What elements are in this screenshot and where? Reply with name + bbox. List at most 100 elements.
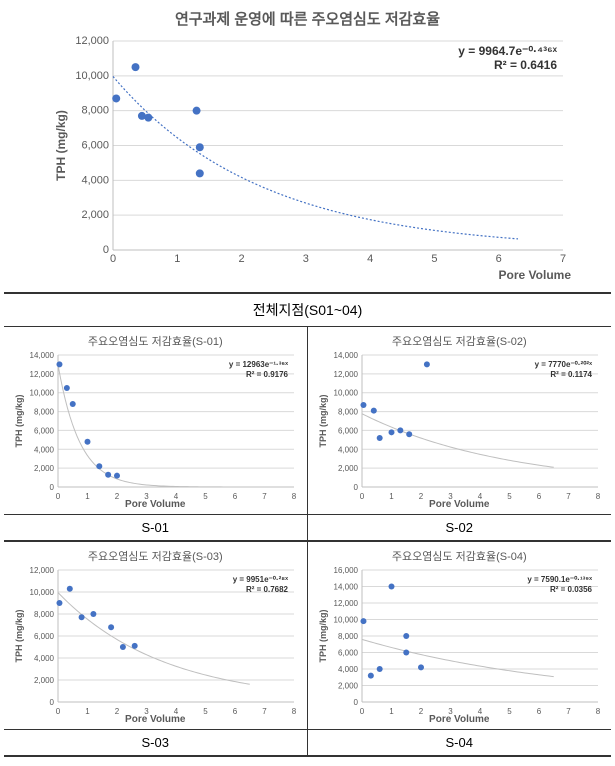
sub-title-s02: 주요오염심도 저감효율(S-02)	[312, 333, 608, 349]
svg-text:12,000: 12,000	[75, 35, 109, 47]
svg-text:14,000: 14,000	[334, 583, 359, 592]
svg-text:2,000: 2,000	[81, 209, 109, 221]
main-xlabel: Pore Volume	[14, 268, 601, 282]
sub-xlabel-s01: Pore Volume	[8, 499, 303, 510]
svg-text:8,000: 8,000	[338, 408, 359, 417]
svg-text:R² = 0.7682: R² = 0.7682	[246, 585, 289, 594]
svg-text:8: 8	[596, 707, 601, 716]
main-chart-container: 연구과제 운영에 따른 주오염심도 저감효율 02,0004,0006,0008…	[4, 4, 611, 292]
svg-text:7: 7	[559, 253, 565, 265]
svg-text:R² = 0.1174: R² = 0.1174	[551, 370, 593, 379]
svg-text:0: 0	[56, 492, 61, 501]
svg-text:2,000: 2,000	[34, 676, 55, 685]
svg-text:y = 7590.1e⁻⁰·¹³⁹ˣ: y = 7590.1e⁻⁰·¹³⁹ˣ	[528, 575, 593, 584]
svg-text:8,000: 8,000	[34, 610, 55, 619]
sub-label-s02: S-02	[308, 515, 612, 542]
sub-xlabel-s03: Pore Volume	[8, 714, 303, 725]
svg-text:y = 9951e⁻⁰·²⁸ˣ: y = 9951e⁻⁰·²⁸ˣ	[233, 575, 288, 584]
svg-text:8: 8	[292, 707, 297, 716]
svg-text:1: 1	[86, 492, 91, 501]
svg-text:2,000: 2,000	[338, 464, 359, 473]
svg-text:0: 0	[360, 707, 365, 716]
svg-text:2: 2	[115, 707, 120, 716]
svg-text:1: 1	[390, 492, 395, 501]
svg-text:TPH (mg/kg): TPH (mg/kg)	[54, 110, 68, 181]
svg-text:6: 6	[495, 253, 501, 265]
svg-text:6: 6	[233, 492, 238, 501]
sub-cell-s01: 주요오염심도 저감효율(S-01) 02,0004,0006,0008,0001…	[4, 327, 308, 515]
svg-text:2: 2	[419, 707, 424, 716]
svg-text:6: 6	[233, 707, 238, 716]
svg-text:y = 9964.7e⁻⁰·⁴³⁶ˣ: y = 9964.7e⁻⁰·⁴³⁶ˣ	[458, 44, 557, 58]
svg-text:6,000: 6,000	[338, 649, 359, 658]
svg-text:8,000: 8,000	[81, 105, 109, 117]
section-header: 전체지점(S01~04)	[4, 292, 611, 327]
svg-text:4,000: 4,000	[34, 654, 55, 663]
svg-text:5: 5	[431, 253, 437, 265]
sub-grid: 주요오염심도 저감효율(S-01) 02,0004,0006,0008,0001…	[4, 327, 611, 757]
svg-text:y = 12963e⁻¹·³⁶ˣ: y = 12963e⁻¹·³⁶ˣ	[229, 360, 288, 369]
svg-text:0: 0	[50, 698, 55, 707]
svg-text:4,000: 4,000	[338, 445, 359, 454]
svg-text:8,000: 8,000	[338, 632, 359, 641]
svg-text:16,000: 16,000	[334, 566, 359, 575]
svg-text:6,000: 6,000	[81, 140, 109, 152]
svg-text:12,000: 12,000	[334, 599, 359, 608]
sub-cell-s04: 주요오염심도 저감효율(S-04) 0 2,000 4,000 6,000 8,000 1…	[308, 542, 612, 730]
svg-text:7: 7	[567, 492, 572, 501]
sub-chart-s03: 02,0004,0006,0008,00010,00012,0000123456…	[10, 566, 300, 716]
svg-text:R² = 0.0356: R² = 0.0356	[550, 585, 593, 594]
sub-xlabel-s02: Pore Volume	[312, 499, 608, 510]
svg-text:0: 0	[56, 707, 61, 716]
svg-text:6,000: 6,000	[338, 426, 359, 435]
svg-text:0: 0	[109, 253, 115, 265]
svg-text:4,000: 4,000	[338, 665, 359, 674]
svg-text:1: 1	[390, 707, 395, 716]
svg-text:5: 5	[204, 707, 209, 716]
svg-text:10,000: 10,000	[30, 588, 55, 597]
svg-text:R² = 0.6416: R² = 0.6416	[493, 58, 556, 72]
sub-title-s03: 주요오염심도 저감효율(S-03)	[8, 548, 303, 564]
sub-label-s01: S-01	[4, 515, 308, 542]
sub-chart-s04: 0 2,000 4,000 6,000 8,000 10,000 12,000 14,000 1…	[314, 566, 604, 716]
svg-text:0: 0	[360, 492, 365, 501]
svg-text:7: 7	[567, 707, 572, 716]
svg-text:4: 4	[367, 253, 373, 265]
sub-cell-s03: 주요오염심도 저감효율(S-03) 0 2,000 4,000 6,000 8,000 1…	[4, 542, 308, 730]
sub-cell-s02: 주요오염심도 저감효율(S-02) 0 2,000 4,000 6,000 8,000 1…	[308, 327, 612, 515]
svg-text:2: 2	[419, 492, 424, 501]
svg-text:10,000: 10,000	[75, 70, 109, 82]
svg-text:12,000: 12,000	[334, 370, 359, 379]
svg-text:0: 0	[102, 244, 108, 256]
svg-text:0: 0	[50, 483, 55, 492]
svg-text:TPH (mg/kg): TPH (mg/kg)	[14, 394, 24, 447]
svg-text:6,000: 6,000	[34, 632, 55, 641]
svg-text:6,000: 6,000	[34, 426, 55, 435]
svg-text:8: 8	[596, 492, 601, 501]
sub-label-s04: S-04	[308, 730, 612, 757]
sub-label-s03: S-03	[4, 730, 308, 757]
svg-text:1: 1	[174, 253, 180, 265]
svg-text:2: 2	[115, 492, 120, 501]
svg-text:3: 3	[302, 253, 308, 265]
svg-text:5: 5	[508, 492, 513, 501]
main-chart-title: 연구과제 운영에 따른 주오염심도 저감효율	[14, 8, 601, 29]
svg-text:10,000: 10,000	[30, 389, 55, 398]
svg-text:TPH (mg/kg): TPH (mg/kg)	[318, 394, 328, 447]
svg-text:6: 6	[537, 707, 542, 716]
svg-text:10,000: 10,000	[334, 389, 359, 398]
svg-text:4,000: 4,000	[34, 445, 55, 454]
svg-text:10,000: 10,000	[334, 616, 359, 625]
main-chart-svg: 02,0004,0006,0008,00010,00012,0000123456…	[43, 33, 573, 268]
svg-text:TPH (mg/kg): TPH (mg/kg)	[14, 609, 24, 662]
sub-chart-s02: 02,0004,0006,0008,00010,00012,00014,0000…	[314, 351, 604, 501]
svg-text:8,000: 8,000	[34, 408, 55, 417]
svg-text:2,000: 2,000	[338, 682, 359, 691]
svg-text:TPH (mg/kg): TPH (mg/kg)	[318, 609, 328, 662]
sub-title-s04: 주요오염심도 저감효율(S-04)	[312, 548, 608, 564]
svg-text:2,000: 2,000	[34, 464, 55, 473]
svg-text:8: 8	[292, 492, 297, 501]
svg-text:5: 5	[204, 492, 209, 501]
svg-text:0: 0	[354, 698, 359, 707]
sub-chart-s01: 02,0004,0006,0008,00010,00012,00014,0000…	[10, 351, 300, 501]
